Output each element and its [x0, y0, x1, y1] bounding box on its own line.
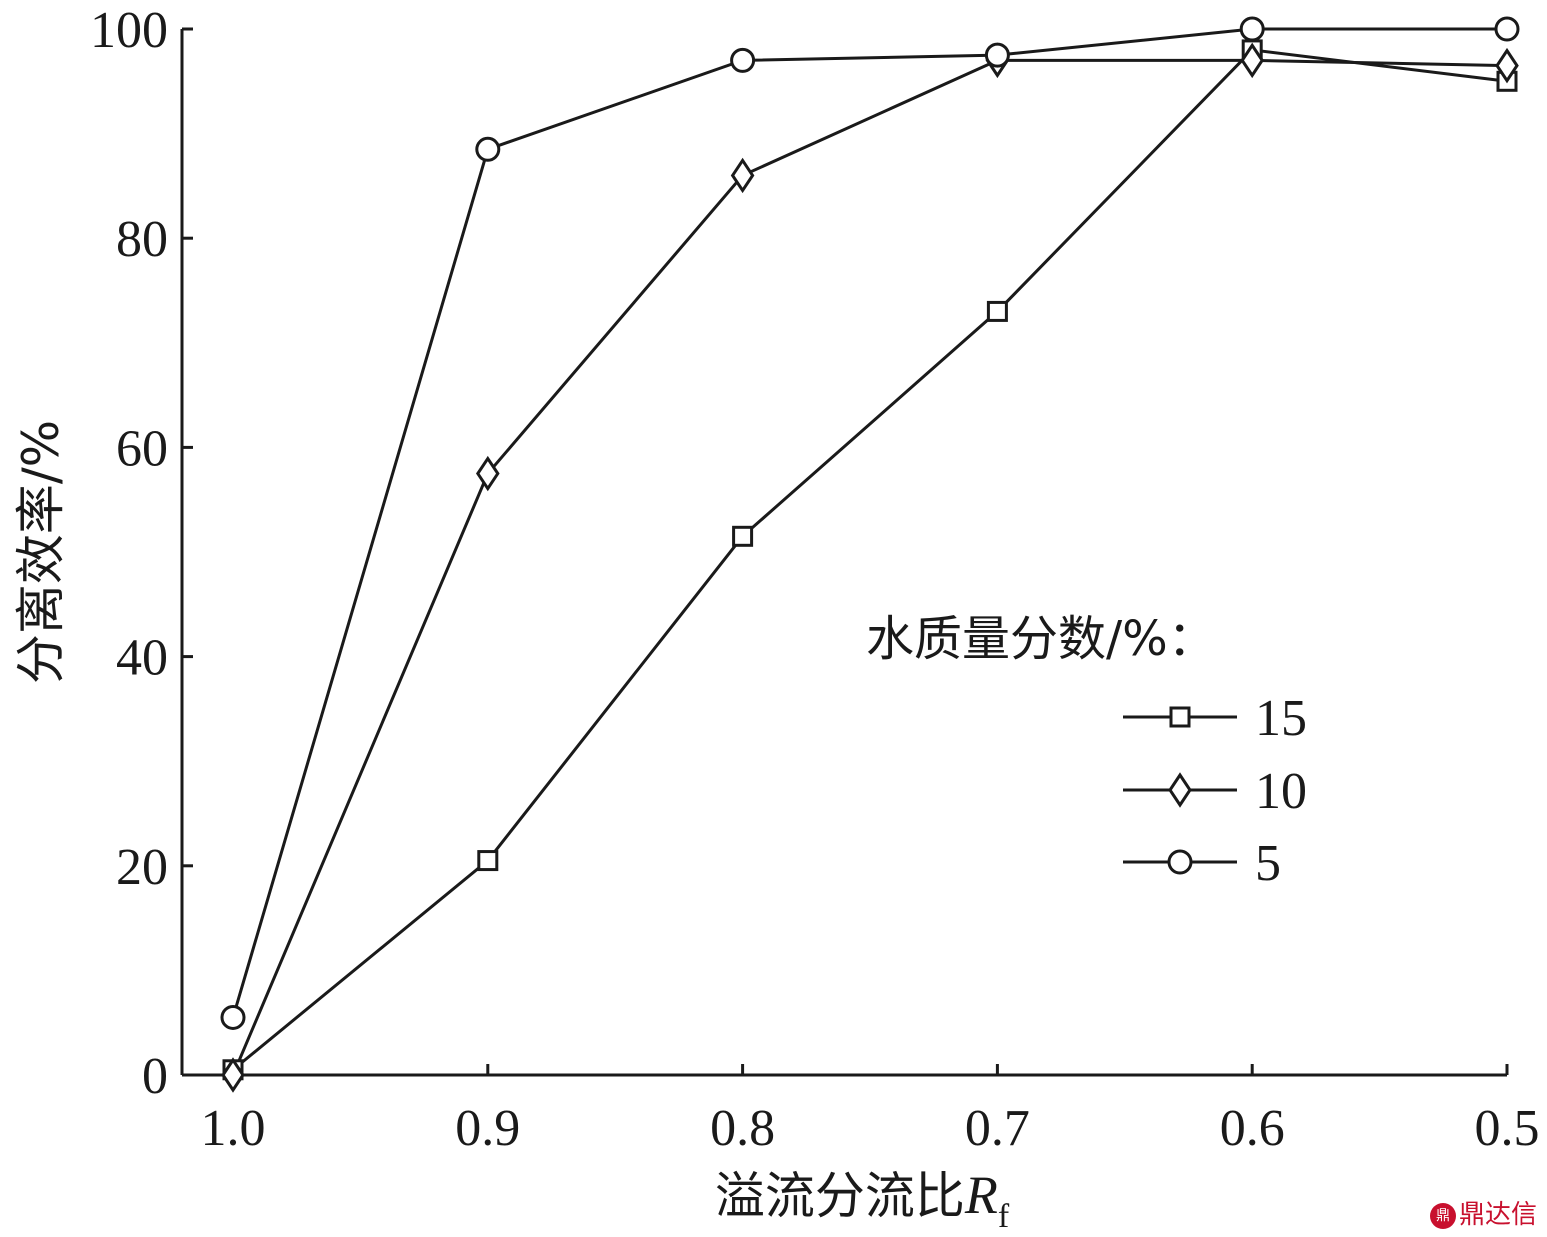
- series-15-line: [232, 48, 1508, 1071]
- x-axis-label-symbol: R: [964, 1165, 998, 1225]
- series-15-point: [477, 850, 499, 872]
- series-10-point: [1495, 47, 1519, 84]
- series-10-markers: [221, 42, 1519, 1093]
- legend-item-15: 15: [1123, 690, 1307, 747]
- series-5-point: [730, 47, 756, 73]
- series-15-group: [232, 48, 1508, 1071]
- legend-label: 15: [1255, 690, 1307, 747]
- y-tick-label: 40: [116, 630, 168, 687]
- legend: 水质量分数/%： 15 10 5: [866, 611, 1307, 892]
- series-10-point: [1240, 42, 1265, 79]
- series-5-point: [220, 1004, 246, 1030]
- y-tick-label: 100: [90, 2, 168, 59]
- x-axis-label-main: 溢流分流比: [715, 1167, 965, 1225]
- legend-marker-diamond-icon: [1168, 772, 1192, 808]
- y-tick-label: 20: [116, 839, 168, 896]
- series-5-line: [231, 27, 1507, 1018]
- x-tick-label: 0.7: [965, 1100, 1030, 1157]
- x-tick-label: 0.5: [1475, 1100, 1540, 1157]
- series-5-point: [1239, 16, 1265, 42]
- series-10-point: [221, 1057, 245, 1093]
- x-axis-label: 溢流分流比Rf: [715, 1165, 1010, 1235]
- watermark: 鼎鼎达信: [1429, 1194, 1537, 1231]
- watermark-text: 鼎达信: [1458, 1200, 1537, 1230]
- x-tick-label: 1.0: [201, 1100, 266, 1157]
- y-tick-label: 60: [116, 420, 168, 477]
- y-tick-label: 0: [142, 1048, 168, 1105]
- legend-title: 水质量分数/%：: [866, 611, 1216, 667]
- series-5-group: [231, 27, 1507, 1018]
- series-5-markers: [220, 16, 1520, 1030]
- series-5-point: [984, 42, 1010, 68]
- legend-marker-square-icon: [1169, 706, 1191, 728]
- axes: 0 20 40 60 80 100 1.0 0.9 0.8 0.7 0.6 0.5: [90, 2, 1540, 1157]
- watermark-logo-icon: 鼎: [1429, 1202, 1456, 1229]
- series-group: [220, 16, 1520, 1093]
- legend-marker-circle-icon: [1167, 849, 1193, 875]
- legend-label: 5: [1255, 835, 1281, 892]
- series-10-point: [475, 455, 500, 492]
- legend-item-10: 10: [1123, 763, 1307, 820]
- series-10-line: [231, 58, 1508, 1076]
- legend-label: 10: [1255, 763, 1307, 820]
- legend-item-5: 5: [1123, 835, 1281, 892]
- x-axis-label-subscript: f: [998, 1198, 1010, 1235]
- series-15-point: [732, 525, 754, 547]
- series-10-point: [730, 157, 755, 194]
- x-tick-label: 0.8: [710, 1100, 775, 1157]
- x-tick-label: 0.6: [1220, 1100, 1285, 1157]
- series-15-markers: [222, 39, 1518, 1081]
- series-15-point: [986, 300, 1008, 322]
- x-tick-label: 0.9: [455, 1100, 520, 1157]
- series-5-point: [475, 136, 501, 162]
- y-tick-label: 80: [116, 211, 168, 268]
- series-5-point: [1494, 16, 1520, 42]
- y-axis-label: 分离效率/%: [12, 420, 70, 684]
- series-10-group: [231, 58, 1508, 1076]
